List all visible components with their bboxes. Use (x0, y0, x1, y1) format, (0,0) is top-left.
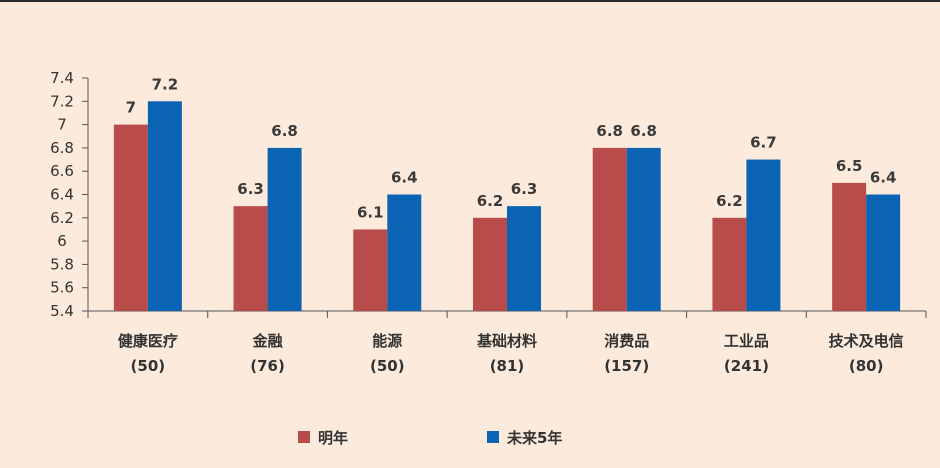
category-count: (157) (604, 357, 649, 375)
top-rule (0, 0, 940, 2)
category-count: (76) (250, 357, 285, 375)
y-tick-label: 5.8 (50, 255, 74, 273)
y-tick-label: 7.4 (50, 69, 74, 87)
category-label: 能源 (372, 332, 402, 350)
data-label: 6.8 (596, 122, 623, 140)
category-label: 工业品 (724, 332, 769, 350)
data-label: 6.8 (630, 122, 657, 140)
data-label: 6.5 (836, 157, 863, 175)
bar-next-5-years (267, 147, 302, 311)
bar-next-5-years (626, 147, 661, 311)
category-label: 基础材料 (476, 332, 537, 350)
data-label: 6.2 (716, 192, 743, 210)
y-tick-label: 7 (57, 116, 67, 134)
category-count: (241) (724, 357, 769, 375)
legend-next-year-label: 明年 (318, 429, 348, 447)
legend-next-year-swatch (298, 431, 310, 443)
bar-next-year (473, 217, 507, 311)
category-label: 健康医疗 (118, 332, 178, 350)
data-label: 6.1 (357, 203, 384, 221)
y-tick-label: 6.4 (50, 186, 74, 204)
legend-next-5-years-label: 未来5年 (506, 429, 562, 447)
bar-next-year (592, 147, 627, 311)
bar-next-year (712, 217, 747, 311)
category-label: 金融 (252, 332, 283, 350)
data-label: 6.3 (511, 180, 538, 198)
y-tick-label: 6.6 (50, 162, 74, 180)
bar-next-5-years (387, 194, 422, 311)
data-label: 6.3 (237, 180, 264, 198)
data-label: 6.7 (750, 134, 777, 152)
data-label: 7 (126, 99, 136, 117)
bar-next-year (233, 206, 268, 311)
data-label: 6.8 (271, 122, 298, 140)
category-count: (81) (490, 357, 525, 375)
y-tick-label: 7.2 (50, 92, 74, 110)
category-label: 消费品 (604, 332, 649, 350)
category-label: 技术及电信 (829, 332, 904, 350)
y-tick-label: 6.2 (50, 209, 74, 227)
category-count: (50) (370, 357, 405, 375)
bar-next-5-years (507, 206, 541, 311)
bar-next-5-years (147, 101, 182, 311)
y-tick-label: 6.8 (50, 139, 74, 157)
data-label: 6.2 (477, 192, 504, 210)
bar-next-5-years (866, 194, 901, 311)
y-tick-label: 5.4 (50, 302, 74, 320)
data-label: 7.2 (152, 75, 179, 93)
category-count: (80) (849, 357, 884, 375)
bar-next-5-years (746, 159, 781, 311)
y-tick-label: 5.6 (50, 279, 74, 297)
bar-next-year (113, 124, 148, 311)
y-tick-label: 6 (57, 232, 67, 250)
bar-next-year (353, 229, 388, 311)
data-label: 6.4 (870, 169, 897, 187)
legend-next-5-years-swatch (487, 431, 499, 443)
category-count: (50) (131, 357, 166, 375)
data-label: 6.4 (391, 169, 418, 187)
bar-next-year (832, 182, 867, 311)
